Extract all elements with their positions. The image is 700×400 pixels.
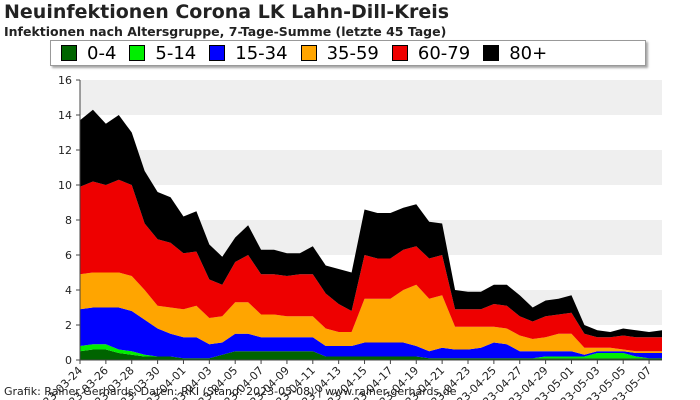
legend-swatch-15-34 bbox=[209, 45, 226, 61]
legend-label-15-34: 15-34 bbox=[235, 42, 288, 64]
legend-swatch-80-plus bbox=[483, 45, 500, 61]
y-tick-label: 6 bbox=[65, 249, 72, 262]
legend-swatch-5-14 bbox=[129, 45, 146, 61]
y-tick-label: 12 bbox=[58, 144, 72, 157]
series-area-5-14 bbox=[80, 344, 662, 359]
chart-subtitle: Infektionen nach Altersgruppe, 7-Tage-Su… bbox=[4, 24, 447, 39]
legend-item-15-34: 15-34 bbox=[209, 42, 288, 64]
y-tick-label: 4 bbox=[65, 284, 72, 297]
legend-swatch-60-79 bbox=[391, 45, 408, 61]
legend-label-60-79: 60-79 bbox=[417, 42, 471, 64]
chart-title: Neuinfektionen Corona LK Lahn-Dill-Kreis bbox=[4, 1, 450, 23]
y-tick-label: 8 bbox=[65, 214, 72, 227]
y-tick-label: 16 bbox=[58, 74, 72, 87]
series-area-35-59 bbox=[80, 272, 662, 355]
legend-label-80-plus: 80+ bbox=[509, 42, 548, 64]
legend-label-35-59: 35-59 bbox=[326, 42, 379, 64]
series-area-80-plus bbox=[80, 109, 662, 338]
legend-swatch-35-59 bbox=[300, 45, 317, 61]
legend-item-0-4: 0-4 bbox=[61, 43, 116, 64]
legend-item-5-14: 5-14 bbox=[129, 43, 196, 64]
legend-item-80-plus: 80+ bbox=[483, 43, 547, 64]
grid-band bbox=[80, 80, 662, 115]
legend-item-35-59: 35-59 bbox=[300, 42, 379, 64]
series-area-60-79 bbox=[80, 179, 662, 352]
y-tick-label: 14 bbox=[58, 109, 72, 122]
y-tick-label: 10 bbox=[58, 179, 72, 192]
legend-label-5-14: 5-14 bbox=[155, 42, 197, 64]
y-tick-label: 0 bbox=[65, 354, 72, 367]
chart-legend: 0-4 5-14 15-34 35-59 60-79 80+ bbox=[50, 40, 646, 66]
y-tick-label: 2 bbox=[65, 319, 72, 332]
series-area-0-4 bbox=[80, 349, 662, 360]
legend-swatch-0-4 bbox=[61, 45, 77, 61]
legend-item-60-79: 60-79 bbox=[391, 42, 471, 64]
legend-label-0-4: 0-4 bbox=[87, 42, 117, 64]
series-area-15-34 bbox=[80, 307, 662, 359]
grid-band bbox=[80, 115, 662, 150]
grid-band bbox=[80, 150, 662, 185]
chart-footer: Grafik: Rainer Gerhards, Daten: RKI (Sta… bbox=[4, 385, 457, 398]
